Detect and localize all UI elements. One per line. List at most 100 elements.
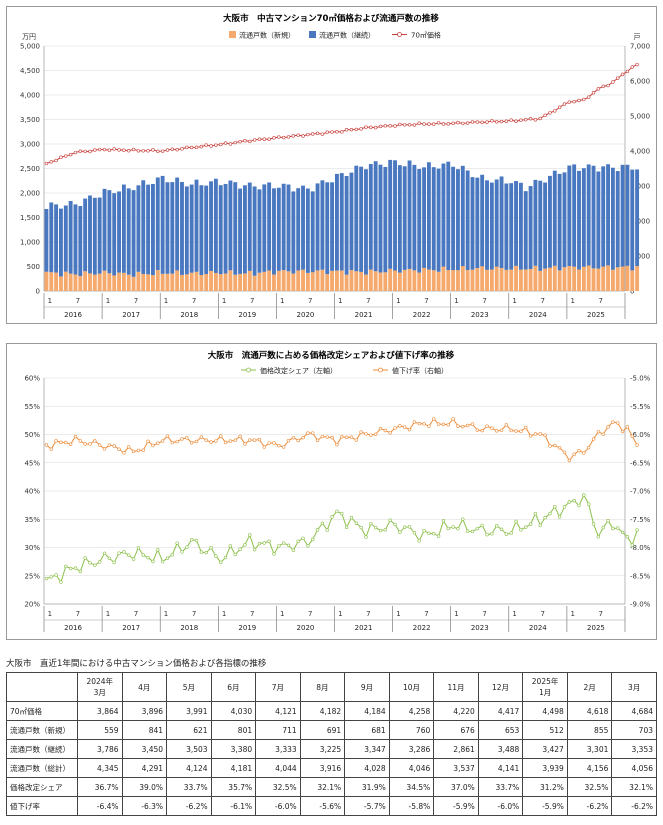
bar-continued-listings <box>126 188 131 275</box>
table-header-row: 2024年 3月 4月 5月 6月 7月 8月 9月 10月 11月 12月 2025年 1月 2月 3月 <box>6 672 657 702</box>
table-cell: 2,861 <box>433 739 479 759</box>
bar-continued-listings <box>117 191 121 273</box>
price-point <box>436 121 441 125</box>
cut-rate-point <box>562 450 567 455</box>
bar-continued-listings <box>402 166 407 270</box>
bar-continued-listings <box>218 185 223 275</box>
x-tick-label: 7 <box>76 297 80 305</box>
cut-rate-point <box>272 441 276 445</box>
left-axis-tick: 3,500 <box>20 116 40 124</box>
bar-continued-listings <box>543 182 548 269</box>
bar-continued-listings <box>315 183 320 271</box>
bar-new-listings <box>378 272 383 291</box>
x-tick-label: 1 <box>338 297 342 305</box>
price-point <box>591 91 596 95</box>
table-cell: 4,156 <box>566 758 613 778</box>
price-point <box>422 122 426 126</box>
cut-rate-point <box>306 431 310 435</box>
x-tick-label: 1 <box>338 610 342 618</box>
right-axis-tick: -7.5% <box>630 516 651 524</box>
share-point <box>127 553 131 557</box>
price-point <box>49 160 53 164</box>
share-point <box>277 544 281 548</box>
table-cell: 681 <box>344 720 390 740</box>
share-point <box>228 544 233 548</box>
price-point <box>97 147 102 152</box>
x-tick-label: 1 <box>571 297 575 305</box>
bar-new-listings <box>533 265 538 291</box>
bar-continued-listings <box>121 184 126 273</box>
left-axis-unit: 万円 <box>22 33 36 41</box>
x-tick-label: 1 <box>222 297 226 305</box>
table-cell: 34.5% <box>388 777 435 797</box>
bar-new-listings <box>325 274 330 291</box>
cut-rate-point <box>44 443 49 447</box>
table-row: 値下げ率 -6.4% -6.3% -6.2% -6.1% -6.0% -5.6% -5.7% -… <box>6 796 657 816</box>
price-point <box>417 121 421 125</box>
price-point <box>199 144 204 149</box>
bar-new-listings <box>586 265 591 291</box>
cut-rate-point <box>470 422 475 426</box>
bar-new-listings <box>151 275 155 291</box>
share-point <box>630 543 634 547</box>
share-point <box>83 556 87 560</box>
cut-rate-point <box>611 420 615 424</box>
share-point <box>562 505 567 509</box>
x-year-label: 2024 <box>529 624 547 632</box>
cut-rate-point <box>485 424 489 428</box>
x-year-label: 2020 <box>297 624 315 632</box>
table-month-label: 8月 <box>316 682 329 692</box>
price-point <box>620 72 625 77</box>
left-axis-tick: 20% <box>24 601 40 609</box>
table-cell: 32.1% <box>299 777 346 797</box>
bar-new-listings <box>54 272 59 291</box>
bar-new-listings <box>625 265 630 291</box>
table-cell: 32.5% <box>566 777 613 797</box>
bar-new-listings <box>514 265 518 291</box>
cut-rate-point <box>441 422 446 427</box>
bar-continued-listings <box>581 168 586 267</box>
cut-rate-point <box>514 429 518 433</box>
share-point <box>117 551 121 555</box>
table-cell: 4,056 <box>611 758 657 778</box>
left-axis-tick: 2,000 <box>20 190 40 198</box>
cut-rate-point <box>349 435 354 439</box>
price-point <box>281 135 286 140</box>
bar-new-listings <box>485 269 489 291</box>
share-point <box>553 504 557 509</box>
x-tick-label: 7 <box>424 297 428 305</box>
cut-rate-point <box>412 420 417 424</box>
cut-rate-point <box>456 424 460 428</box>
bar-new-listings <box>320 269 325 291</box>
cut-rate-line <box>46 418 638 462</box>
bar-continued-listings <box>107 190 112 274</box>
share-point <box>475 526 480 531</box>
table-cell: 676 <box>433 720 479 740</box>
share-point <box>151 559 155 564</box>
share-point <box>635 528 639 532</box>
price-point <box>214 143 218 147</box>
cut-rate-point <box>243 442 247 446</box>
cut-rate-point <box>54 439 58 443</box>
cut-rate-point <box>557 446 562 450</box>
share-point <box>78 569 83 574</box>
price-point <box>456 120 460 125</box>
table-month-header: 2024年 3月 <box>77 672 123 702</box>
bar-continued-listings <box>330 182 335 271</box>
table-cell: 4,618 <box>566 701 613 721</box>
legend-marker-price <box>397 32 402 37</box>
x-year-label: 2021 <box>355 624 373 632</box>
bar-new-listings <box>615 267 620 291</box>
x-tick-label: 1 <box>164 297 168 305</box>
price-point <box>465 121 470 125</box>
bar-continued-listings <box>572 164 577 267</box>
bar-new-listings <box>102 270 107 291</box>
table-cell: 4,030 <box>210 701 257 721</box>
cut-rate-point <box>586 445 591 450</box>
bar-continued-listings <box>286 184 291 272</box>
price-point <box>286 135 291 139</box>
table-cell: 4,498 <box>522 701 568 721</box>
price-point <box>277 135 281 139</box>
cut-rate-point <box>291 435 296 440</box>
table-cell: -6.0% <box>255 796 301 816</box>
